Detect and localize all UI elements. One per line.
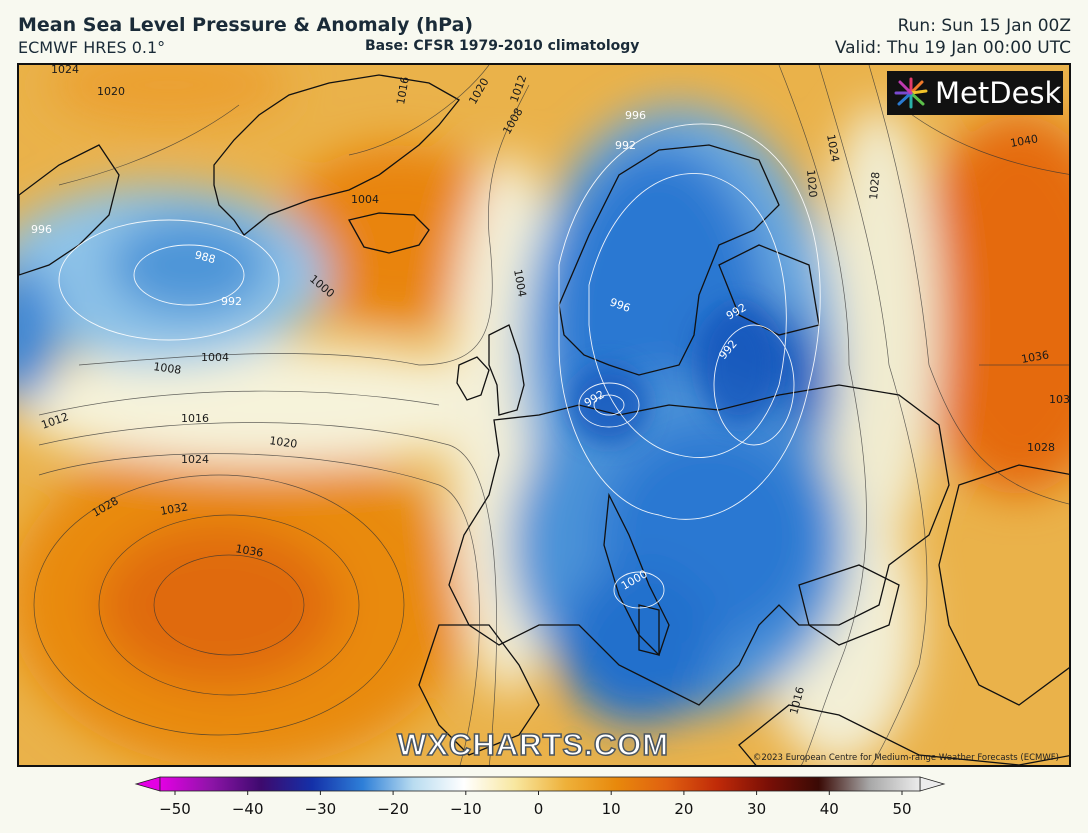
wxcharts-watermark: WXCHARTS.COM (396, 726, 670, 763)
isobar-label: 1036 (1020, 348, 1050, 366)
isobar-label: 1024 (824, 133, 842, 163)
isobar-label: 1004 (201, 351, 229, 364)
isobar-label: 1036 (234, 542, 264, 560)
anomaly-colorbar: −50 −40 −30 −20 −10 0 10 20 30 40 50 (134, 776, 946, 818)
isobar-label: 996 (625, 109, 646, 122)
coastlines (19, 74, 1069, 765)
isobar-label: 1032 (1049, 393, 1071, 406)
isobar-label: 1016 (181, 412, 209, 425)
colorbar-tick-label: −40 (232, 800, 264, 818)
isobar-label: 1004 (351, 193, 379, 206)
isobar-label: 1020 (804, 169, 819, 198)
isobar-label: 1028 (867, 171, 882, 200)
isobar-label: 1024 (181, 453, 209, 466)
colorbar-tick-label: −50 (159, 800, 191, 818)
colorbar-gradient (159, 776, 921, 792)
copyright-notice: ©2023 European Centre for Medium-range W… (752, 753, 1059, 763)
run-time: Run: Sun 15 Jan 00Z (897, 16, 1071, 36)
isobars (33, 65, 1069, 765)
colorbar-tick-label: −30 (305, 800, 337, 818)
anomaly-field: 1024 1020 1016 1012 1020 1008 1004 996 9… (19, 65, 1071, 765)
isobar-label: 1024 (51, 65, 79, 76)
isobar-label: 1020 (269, 434, 299, 451)
isobar-label: 992 (221, 295, 242, 308)
colorbar-tick-label: 10 (602, 800, 621, 818)
isobar-label: 1004 (511, 268, 529, 298)
metdesk-wordmark: MetDesk (935, 76, 1062, 110)
colorbar-min-arrow (134, 776, 161, 792)
low-pressure-isobars (58, 123, 821, 609)
colorbar-tick-label: 20 (674, 800, 693, 818)
isobar-label: 988 (193, 248, 217, 266)
pressure-anomaly-map: 1024 1020 1016 1012 1020 1008 1004 996 9… (17, 63, 1071, 767)
model-name: ECMWF HRES 0.1° (18, 38, 166, 57)
isobar-label: 992 (615, 139, 636, 152)
colorbar-tick-label: −10 (450, 800, 482, 818)
colorbar-tick-label: 0 (534, 800, 544, 818)
colorbar-tick-label: 30 (747, 800, 766, 818)
isobar-label: 1028 (1027, 441, 1055, 454)
colorbar-tick-label: −20 (377, 800, 409, 818)
valid-time: Valid: Thu 19 Jan 00:00 UTC (834, 38, 1071, 58)
isobar-label: 1032 (159, 500, 189, 518)
isobar-label: 1016 (394, 76, 412, 106)
climatology-base: Base: CFSR 1979-2010 climatology (365, 38, 640, 54)
isobar-label: 1040 (1009, 132, 1039, 150)
isobar-label: 1008 (153, 360, 183, 377)
isobar-label: 996 (31, 223, 52, 236)
chart-title: Mean Sea Level Pressure & Anomaly (hPa) (18, 14, 474, 36)
metdesk-logo: MetDesk (887, 71, 1063, 115)
colorbar-ticks: −50 −40 −30 −20 −10 0 10 20 30 40 50 (159, 791, 912, 818)
colorbar-tick-label: 40 (820, 800, 839, 818)
metdesk-starburst-icon (894, 77, 928, 109)
colorbar-segments (134, 776, 946, 792)
colorbar-max-arrow (919, 776, 946, 792)
isobar-label: 1020 (97, 85, 125, 98)
colorbar-tick-label: 50 (892, 800, 911, 818)
